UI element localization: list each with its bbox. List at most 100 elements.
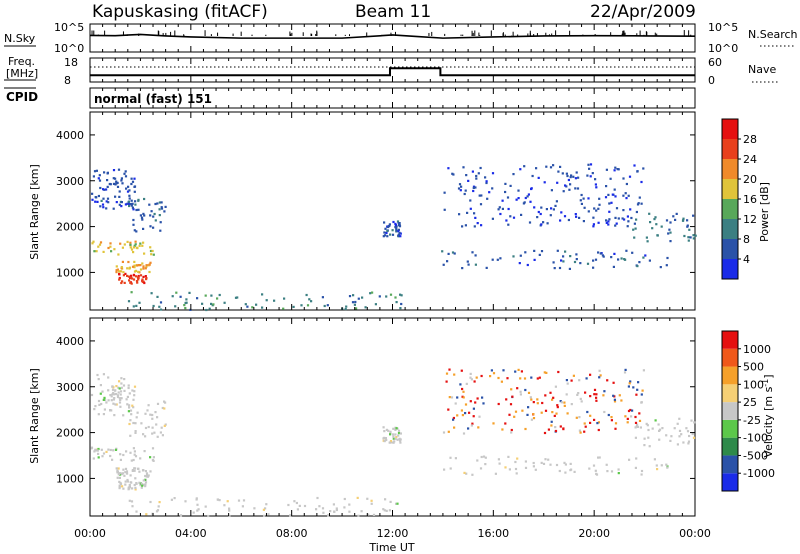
range-time-cell	[514, 370, 517, 373]
range-time-cell	[464, 224, 467, 227]
range-time-cell	[670, 435, 673, 438]
range-time-cell	[469, 400, 472, 403]
range-time-cell	[540, 461, 543, 464]
range-time-cell	[511, 395, 514, 398]
range-time-cell	[116, 470, 119, 473]
range-time-cell	[158, 201, 161, 204]
range-time-cell	[102, 452, 106, 455]
range-time-cell	[460, 409, 463, 412]
colorbar-swatch	[722, 179, 738, 199]
range-time-cell	[163, 407, 166, 410]
range-time-cell	[128, 404, 131, 407]
range-time-cell	[632, 386, 635, 389]
range-time-cell	[579, 397, 582, 400]
range-time-cell	[400, 294, 403, 297]
range-time-cell	[136, 264, 139, 267]
range-time-cell	[261, 306, 264, 309]
range-time-cell	[397, 233, 400, 236]
range-time-cell	[128, 197, 131, 200]
range-time-cell	[394, 222, 397, 225]
range-time-cell	[164, 205, 167, 208]
range-time-cell	[216, 297, 219, 300]
range-time-cell	[109, 242, 112, 245]
range-time-cell	[641, 389, 644, 392]
range-time-cell	[118, 380, 121, 383]
range-time-cell	[132, 406, 135, 409]
range-time-cell	[134, 431, 137, 434]
range-time-cell	[499, 257, 502, 260]
range-time-cell	[448, 396, 451, 399]
range-time-cell	[524, 466, 528, 469]
range-time-cell	[120, 270, 123, 273]
range-time-cell	[469, 372, 472, 375]
range-time-cell	[132, 208, 135, 211]
range-time-cell	[151, 426, 154, 429]
range-time-cell	[389, 500, 392, 503]
range-time-cell	[656, 234, 659, 237]
range-time-cell	[140, 216, 144, 219]
range-time-cell	[613, 400, 617, 403]
range-time-cell	[110, 399, 113, 402]
range-time-cell	[265, 299, 268, 302]
range-time-cell	[593, 418, 596, 421]
range-time-cell	[138, 301, 141, 304]
range-time-cell	[580, 193, 583, 197]
range-time-cell	[682, 219, 685, 222]
range-time-cell	[538, 253, 541, 256]
range-time-cell	[640, 180, 643, 184]
range-time-cell	[575, 171, 578, 174]
range-time-cell	[627, 409, 631, 413]
range-time-cell	[397, 429, 401, 432]
range-time-cell	[599, 252, 602, 255]
range-time-cell	[158, 501, 161, 504]
range-time-cell	[158, 305, 161, 308]
range-time-cell	[121, 280, 124, 283]
range-time-cell	[592, 464, 596, 467]
range-time-cell	[129, 246, 132, 249]
range-time-cell	[519, 168, 522, 171]
range-time-cell	[135, 304, 138, 307]
range-time-cell	[127, 185, 130, 188]
range-time-cell	[148, 263, 151, 266]
range-time-cell	[144, 275, 147, 278]
range-time-cell	[394, 296, 397, 299]
range-time-cell	[117, 467, 120, 470]
range-time-cell	[140, 483, 143, 486]
range-time-cell	[653, 218, 656, 221]
range-time-cell	[497, 402, 500, 406]
range-time-cell	[152, 253, 155, 256]
range-time-cell	[642, 369, 645, 372]
range-time-cell	[97, 245, 100, 248]
range-time-cell	[154, 202, 157, 206]
range-time-cell	[125, 450, 128, 453]
range-time-cell	[91, 192, 94, 195]
range-time-cell	[117, 253, 120, 256]
range-time-cell	[94, 448, 97, 451]
range-time-cell	[544, 394, 547, 397]
range-time-cell	[638, 196, 641, 199]
range-time-cell	[131, 206, 134, 209]
range-time-cell	[490, 369, 493, 372]
colorbar-tick-label: 28	[743, 133, 757, 146]
range-time-cell	[622, 194, 625, 197]
range-time-cell	[480, 224, 483, 227]
range-time-cell	[120, 377, 123, 380]
range-time-cell	[152, 215, 155, 218]
range-time-cell	[158, 214, 161, 217]
range-time-cell	[132, 305, 135, 308]
range-time-cell	[678, 435, 681, 438]
range-time-cell	[392, 427, 395, 430]
range-time-cell	[111, 385, 114, 388]
range-time-cell	[465, 382, 468, 385]
range-time-cell	[112, 402, 115, 405]
range-time-cell	[665, 463, 668, 466]
range-time-cell	[561, 172, 564, 175]
range-time-cell	[533, 206, 536, 209]
range-time-cell	[461, 387, 464, 391]
range-time-cell	[497, 458, 500, 461]
y-tick-label: 3000	[56, 381, 84, 394]
range-time-cell	[673, 427, 676, 430]
range-time-cell	[614, 166, 617, 169]
time-tick-label: 16:00	[477, 527, 509, 540]
range-time-cell	[121, 485, 124, 488]
